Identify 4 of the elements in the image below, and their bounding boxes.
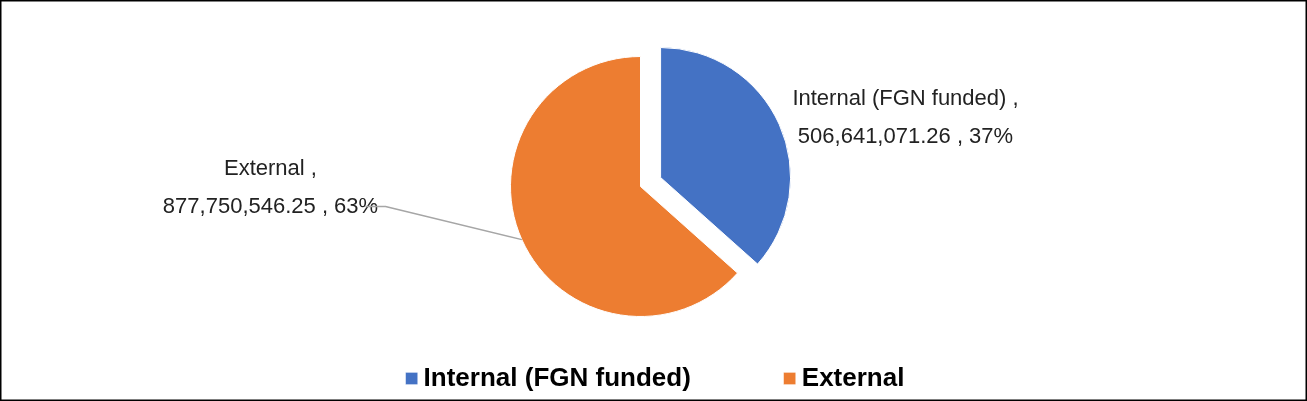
legend-label: External [801,362,905,393]
legend-label: Internal (FGN funded) [423,362,691,393]
data-label: External , 877,750,546.25 , 63% [162,155,379,218]
data-label: Internal (FGN funded) , 506,641,071.26 , 37% [792,85,1019,148]
